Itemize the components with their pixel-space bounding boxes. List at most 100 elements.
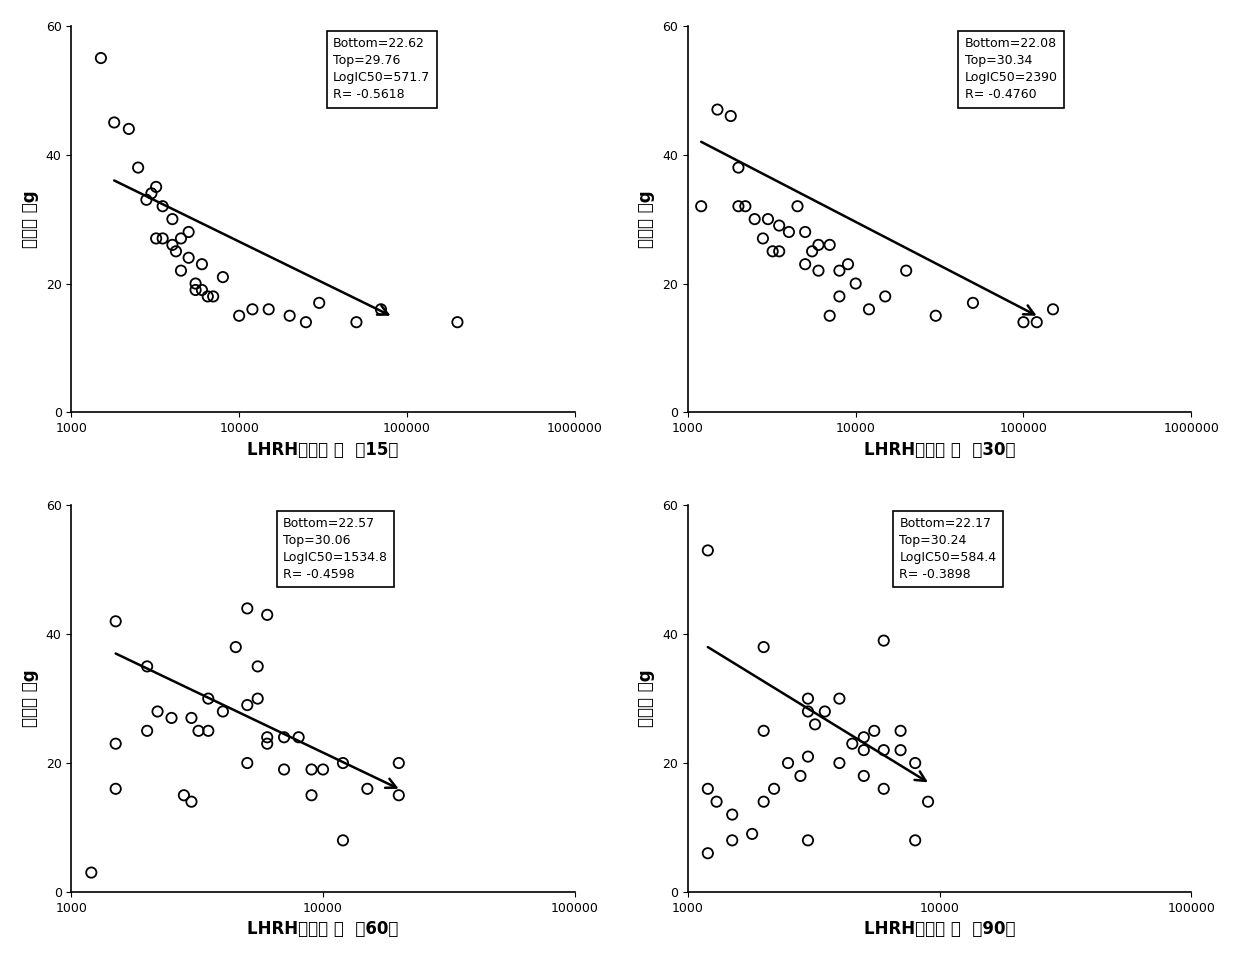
Point xyxy=(795,224,815,240)
Point xyxy=(229,308,249,323)
Point xyxy=(698,782,718,797)
Point xyxy=(820,237,839,252)
Point xyxy=(280,308,300,323)
Point xyxy=(830,756,849,771)
Point xyxy=(795,257,815,272)
Point xyxy=(346,315,366,330)
Point xyxy=(754,640,774,655)
Point xyxy=(859,302,879,317)
Point xyxy=(808,237,828,252)
Point xyxy=(787,199,807,214)
Text: Bottom=22.08
Top=30.34
LogIC50=2390
R= -0.4760: Bottom=22.08 Top=30.34 LogIC50=2390 R= -… xyxy=(965,37,1058,102)
X-axis label: LHRH抗体效 价  （60天: LHRH抗体效 价 （60天 xyxy=(247,921,399,938)
Point xyxy=(758,211,777,226)
Point xyxy=(146,231,166,246)
Point xyxy=(918,794,937,809)
Point xyxy=(963,295,983,311)
Point xyxy=(248,659,268,674)
Point xyxy=(722,832,742,848)
Point xyxy=(136,192,156,207)
Point xyxy=(874,742,894,758)
X-axis label: LHRH抗体效 价  （30天: LHRH抗体效 价 （30天 xyxy=(864,441,1016,458)
Point xyxy=(105,614,125,629)
Point xyxy=(846,276,866,292)
Point xyxy=(237,600,257,616)
Point xyxy=(153,199,172,214)
Point xyxy=(1043,302,1063,317)
Point xyxy=(248,690,268,706)
Point xyxy=(289,730,309,745)
Point xyxy=(874,782,894,797)
Y-axis label: 睾丸重 量g: 睾丸重 量g xyxy=(21,190,38,248)
Text: Bottom=22.17
Top=30.24
LogIC50=584.4
R= -0.3898: Bottom=22.17 Top=30.24 LogIC50=584.4 R= … xyxy=(899,517,997,581)
Point xyxy=(213,269,233,285)
Text: Bottom=22.57
Top=30.06
LogIC50=1534.8
R= -0.4598: Bottom=22.57 Top=30.06 LogIC50=1534.8 R=… xyxy=(283,517,388,581)
Point xyxy=(301,787,321,803)
Point xyxy=(1013,315,1033,330)
Point xyxy=(691,199,711,214)
Point xyxy=(799,690,818,706)
Point xyxy=(820,308,839,323)
Text: Bottom=22.62
Top=29.76
LogIC50=571.7
R= -0.5618: Bottom=22.62 Top=29.76 LogIC50=571.7 R= … xyxy=(334,37,430,102)
Point xyxy=(179,250,198,266)
Y-axis label: 睾丸重 量g: 睾丸重 量g xyxy=(637,190,656,248)
Point xyxy=(301,761,321,777)
Point xyxy=(805,716,825,732)
Point xyxy=(104,115,124,130)
Point xyxy=(745,211,765,226)
Point xyxy=(808,263,828,278)
Point xyxy=(138,659,157,674)
Point xyxy=(174,787,193,803)
Point xyxy=(91,51,110,66)
Point xyxy=(753,231,773,246)
Point xyxy=(389,787,409,803)
Point xyxy=(82,865,102,880)
Point xyxy=(779,224,799,240)
Point xyxy=(799,749,818,764)
Point xyxy=(830,289,849,304)
Point xyxy=(728,199,748,214)
Point xyxy=(791,768,811,784)
Point xyxy=(754,794,774,809)
Point xyxy=(186,282,206,297)
Point xyxy=(905,832,925,848)
Point xyxy=(181,794,201,809)
Point xyxy=(162,237,182,252)
Point xyxy=(802,244,822,259)
Point xyxy=(890,723,910,738)
Point xyxy=(105,737,125,752)
X-axis label: LHRH抗体效 价  （15天: LHRH抗体效 价 （15天 xyxy=(247,441,399,458)
Point xyxy=(389,756,409,771)
Point xyxy=(309,295,329,311)
Point xyxy=(198,690,218,706)
Point xyxy=(728,160,748,175)
Point xyxy=(830,263,849,278)
Point xyxy=(146,179,166,195)
Point xyxy=(141,186,161,201)
X-axis label: LHRH抗体效 价  （90天: LHRH抗体效 价 （90天 xyxy=(864,921,1016,938)
Point xyxy=(1027,315,1047,330)
Point xyxy=(171,231,191,246)
Point xyxy=(799,704,818,719)
Point xyxy=(815,704,835,719)
Point xyxy=(161,711,181,726)
Point xyxy=(448,315,467,330)
Point xyxy=(243,302,263,317)
Point xyxy=(854,742,874,758)
Point xyxy=(181,711,201,726)
Y-axis label: 睾丸重 量g: 睾丸重 量g xyxy=(637,669,656,728)
Point xyxy=(754,723,774,738)
Point xyxy=(192,257,212,272)
Point xyxy=(257,730,277,745)
Point xyxy=(838,257,858,272)
Point xyxy=(198,289,218,304)
Point xyxy=(179,224,198,240)
Point xyxy=(764,782,784,797)
Point xyxy=(296,315,316,330)
Point xyxy=(707,794,727,809)
Point xyxy=(371,302,391,317)
Point xyxy=(763,244,782,259)
Point xyxy=(314,761,334,777)
Point xyxy=(708,102,728,117)
Point xyxy=(153,231,172,246)
